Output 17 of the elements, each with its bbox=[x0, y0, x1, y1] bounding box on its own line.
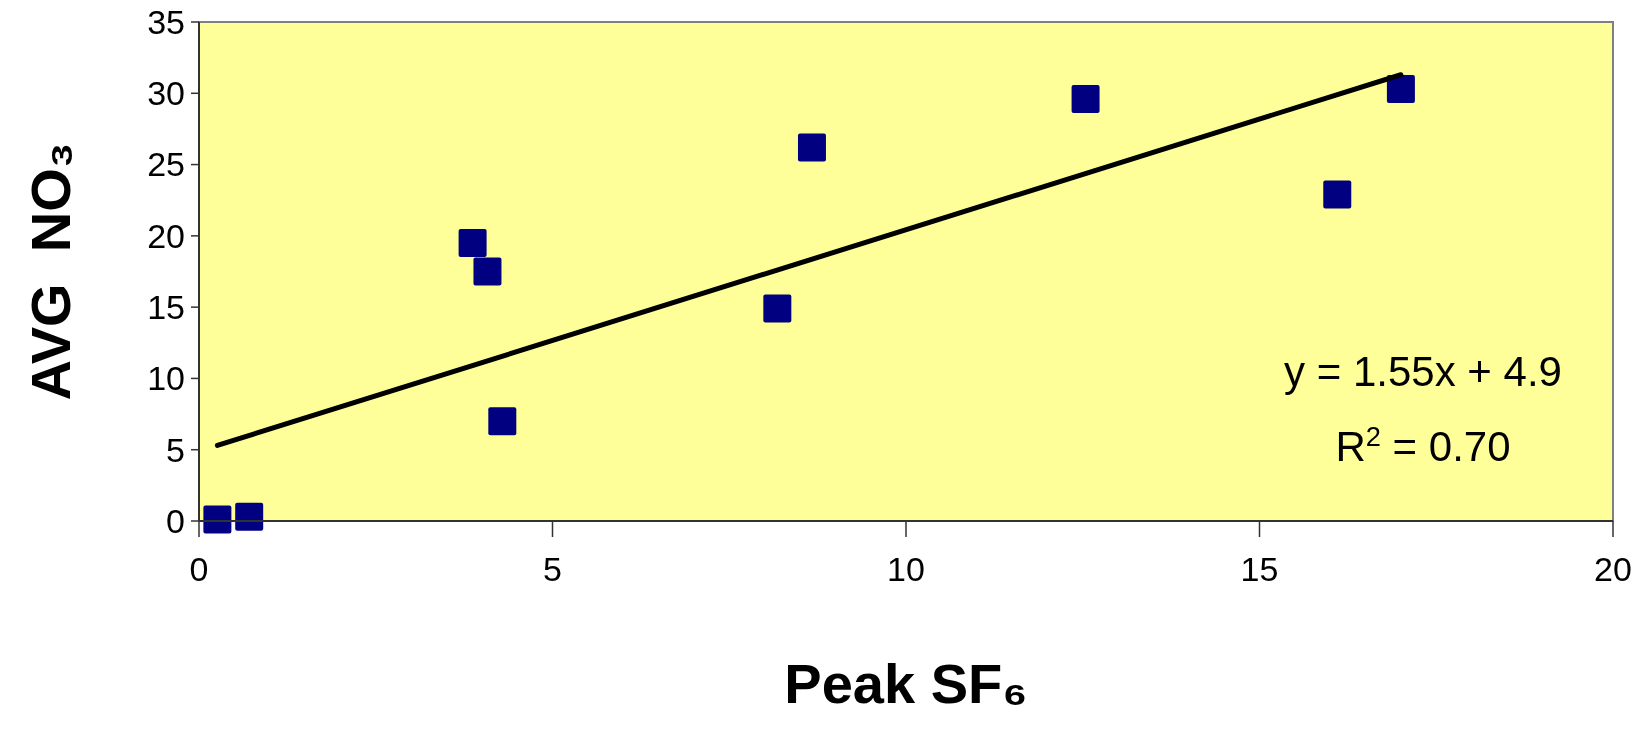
y-tick-label: 0 bbox=[166, 501, 185, 540]
y-tick-label: 10 bbox=[147, 359, 185, 398]
x-tick-label: 10 bbox=[887, 550, 925, 588]
y-tick-label: 5 bbox=[166, 430, 185, 469]
y-axis-title: AVG NO₃ bbox=[19, 142, 82, 401]
x-tick-label: 5 bbox=[543, 550, 562, 588]
x-tick-label: 0 bbox=[189, 550, 209, 588]
x-tick-label: 15 bbox=[1240, 550, 1279, 588]
y-tick-label: 30 bbox=[147, 74, 185, 113]
y-tick-label: 15 bbox=[147, 288, 185, 327]
y-tick-label: 20 bbox=[147, 216, 185, 255]
annotation: y = 1.55x + 4.9 bbox=[1284, 348, 1562, 395]
x-axis-title: Peak SF₆ bbox=[784, 652, 1028, 715]
annotation: R$^{2}$ = 0.70 bbox=[1335, 420, 1511, 470]
y-tick-label: 25 bbox=[147, 145, 185, 184]
x-tick-label: 20 bbox=[1594, 550, 1632, 588]
y-tick-label: 35 bbox=[147, 2, 185, 41]
